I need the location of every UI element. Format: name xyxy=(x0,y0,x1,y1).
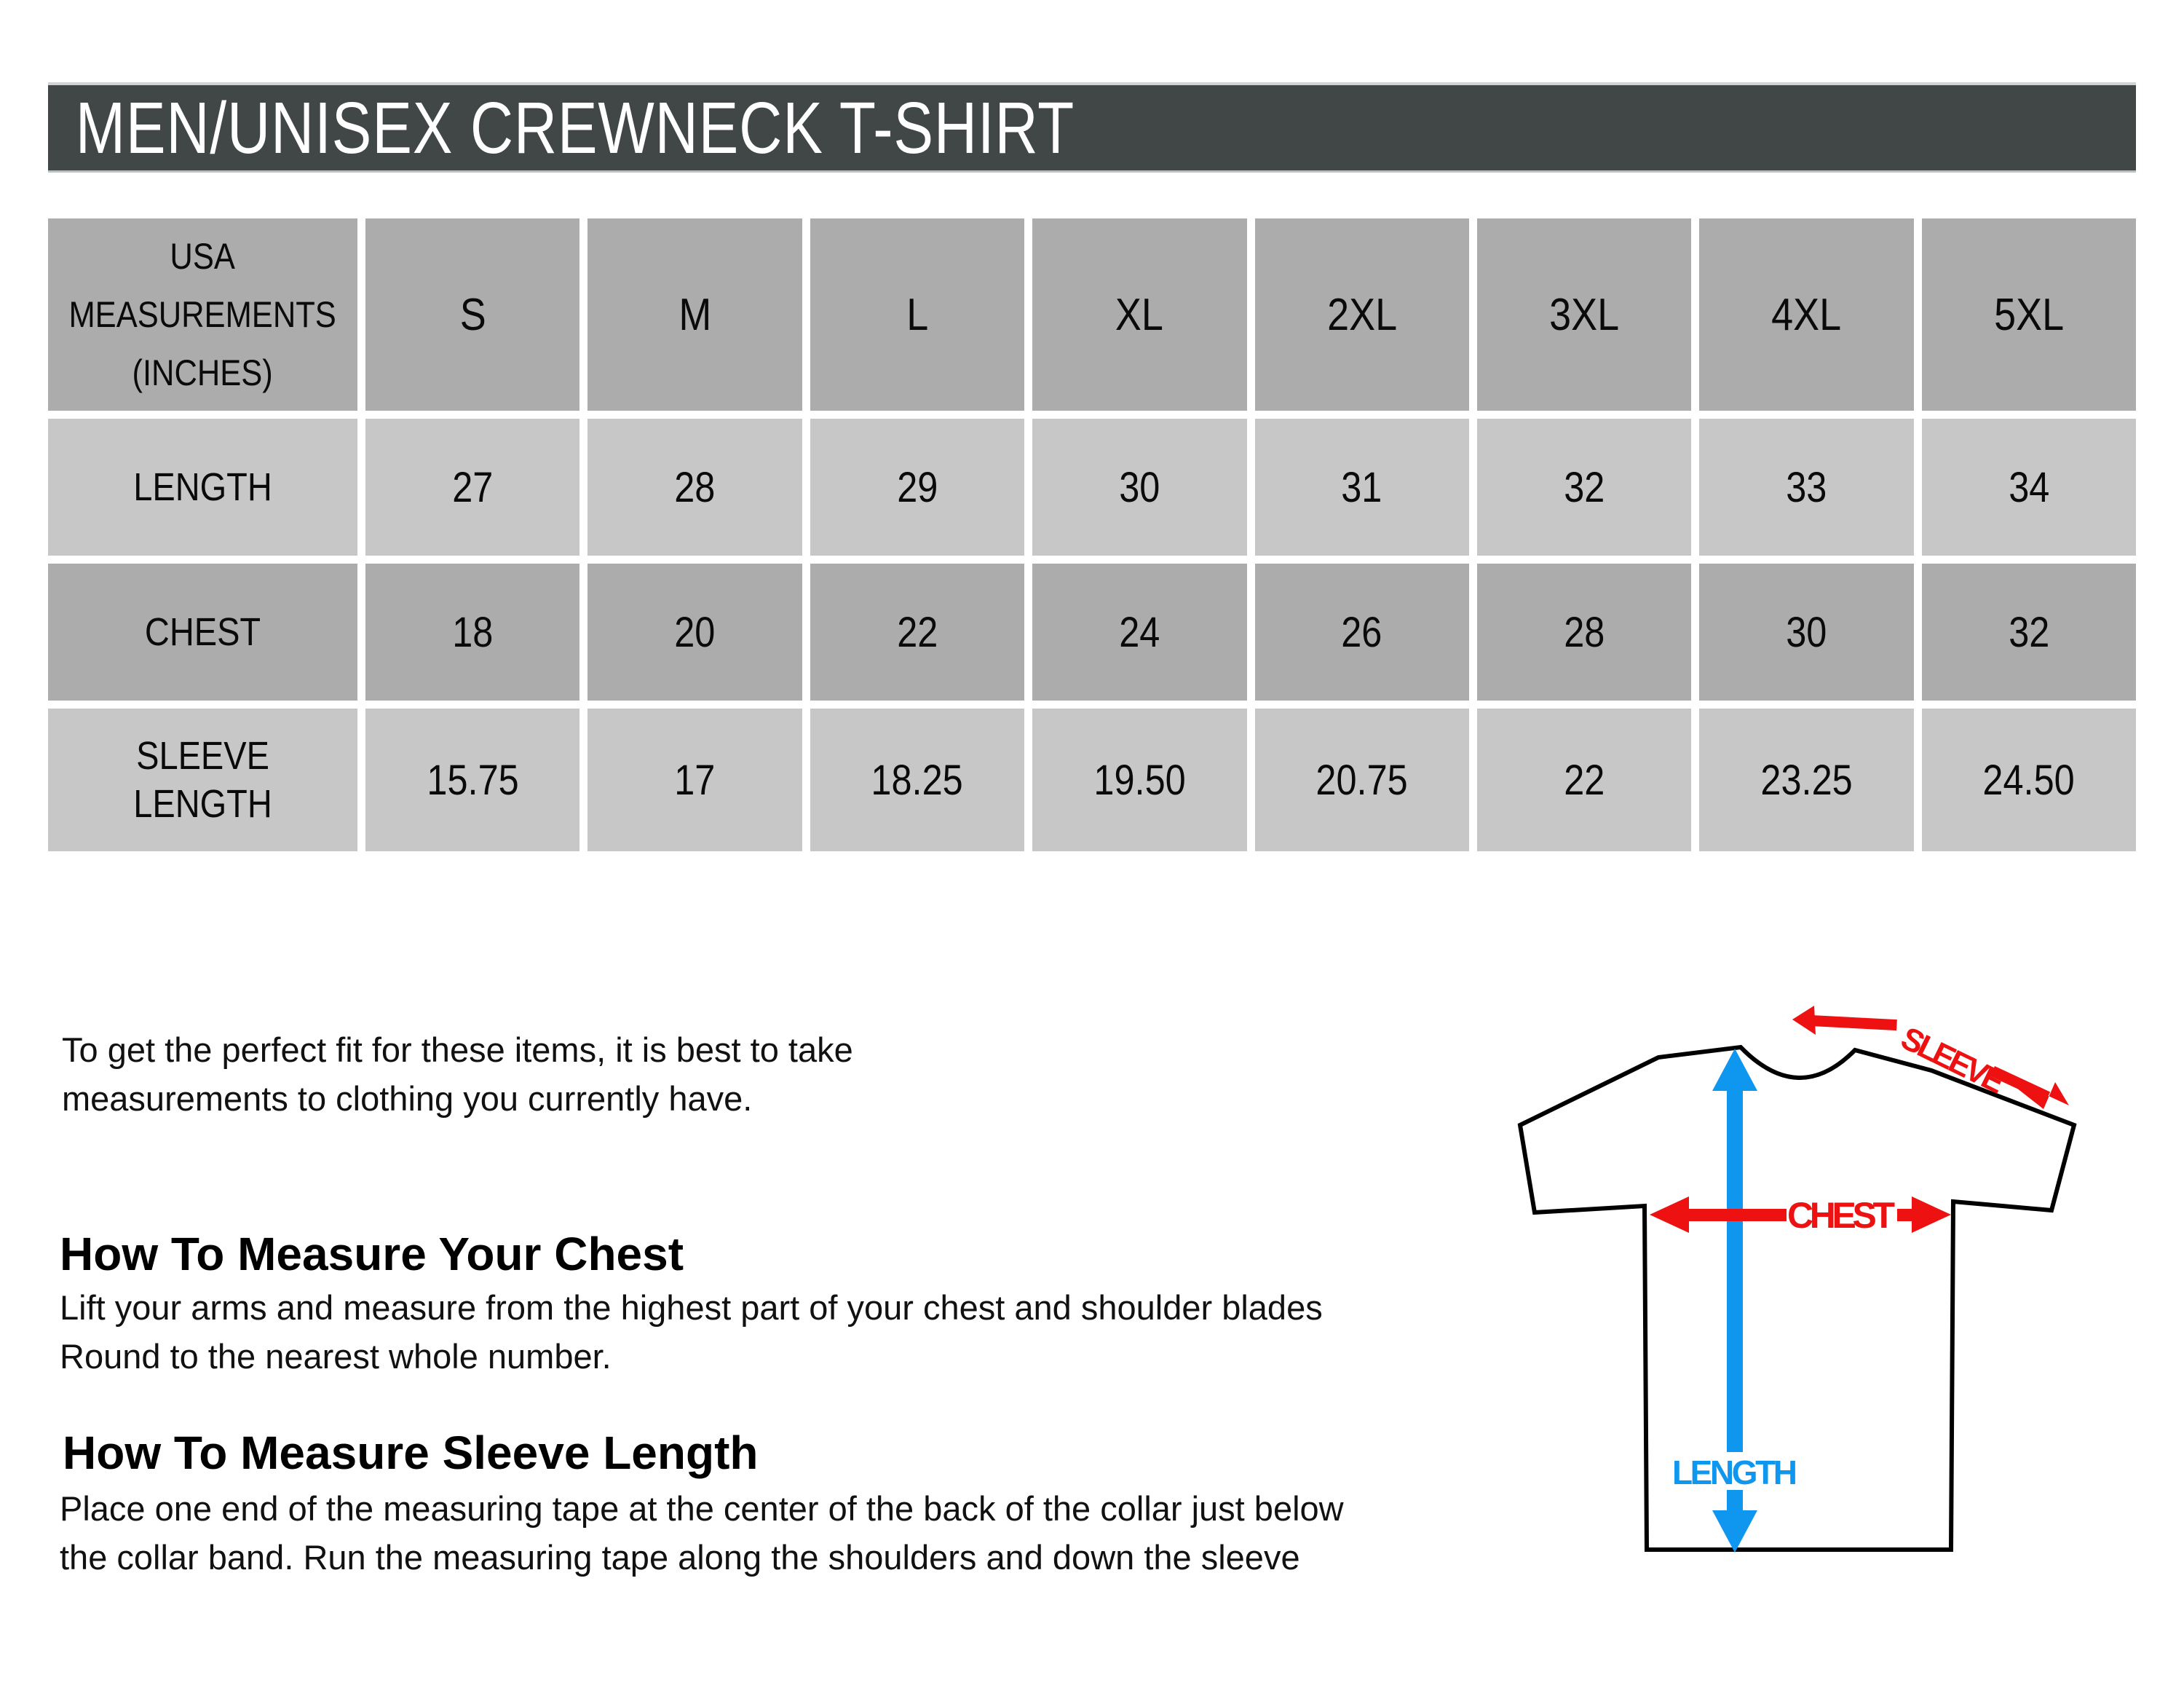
size-value-cell: 29 xyxy=(810,419,1025,556)
row-label: SLEEVE LENGTH xyxy=(48,709,357,851)
size-value-cell: 24 xyxy=(1032,564,1247,701)
size-column-header: S xyxy=(365,218,580,411)
chest-section-heading: How To Measure Your Chest xyxy=(60,1228,684,1280)
size-column-header: 2XL xyxy=(1254,218,1469,411)
size-value-cell: 18 xyxy=(365,564,580,701)
size-value-cell: 31 xyxy=(1254,419,1469,556)
size-value-cell: 18.25 xyxy=(810,709,1025,851)
size-value-cell: 17 xyxy=(587,709,802,851)
size-value-cell: 32 xyxy=(1921,564,2136,701)
size-value-cell: 30 xyxy=(1032,419,1247,556)
size-value-cell: 22 xyxy=(810,564,1025,701)
size-chart-table: USA MEASUREMENTS (INCHES) S M L XL 2XL 3XL 4XL 5… xyxy=(48,218,2136,851)
chest-arrow xyxy=(1650,1196,1951,1233)
size-value-cell: 28 xyxy=(587,419,802,556)
size-value-cell: 33 xyxy=(1699,419,1914,556)
size-value-cell: 32 xyxy=(1476,419,1692,556)
size-column-header: M xyxy=(587,218,802,411)
size-column-header: 4XL xyxy=(1699,218,1914,411)
size-value-cell: 24.50 xyxy=(1921,709,2136,851)
chest-label: CHEST xyxy=(1787,1195,1895,1236)
size-column-header: XL xyxy=(1032,218,1247,411)
size-value-cell: 27 xyxy=(365,419,580,556)
row-label: CHEST xyxy=(48,564,357,701)
length-arrow xyxy=(1712,1049,1757,1553)
size-value-cell: 26 xyxy=(1254,564,1469,701)
size-value-cell: 30 xyxy=(1699,564,1914,701)
size-column-header: 5XL xyxy=(1921,218,2136,411)
size-value-cell: 23.25 xyxy=(1699,709,1914,851)
sleeve-arrow xyxy=(1792,1006,2069,1109)
sleeve-section-heading: How To Measure Sleeve Length xyxy=(63,1427,759,1479)
intro-text: To get the perfect fit for these items, … xyxy=(62,1030,853,1118)
size-column-header: 3XL xyxy=(1476,218,1692,411)
length-label: LENGTH xyxy=(1672,1454,1797,1491)
title-bar: MEN/UNISEX CREWNECK T-SHIRT xyxy=(48,82,2136,173)
sleeve-section-body: Place one end of the measuring tape at t… xyxy=(60,1489,1344,1577)
size-value-cell: 19.50 xyxy=(1032,709,1247,851)
size-value-cell: 20.75 xyxy=(1254,709,1469,851)
size-column-header: L xyxy=(810,218,1025,411)
size-value-cell: 28 xyxy=(1476,564,1692,701)
table-corner-header: USA MEASUREMENTS (INCHES) xyxy=(48,218,357,411)
size-value-cell: 20 xyxy=(587,564,802,701)
tshirt-outline-shape xyxy=(1517,1044,2077,1552)
tshirt-measure-diagram: LENGTH CHEST SLEEVE xyxy=(1517,1006,2077,1553)
size-value-cell: 34 xyxy=(1921,419,2136,556)
row-label: LENGTH xyxy=(48,419,357,556)
size-value-cell: 22 xyxy=(1476,709,1692,851)
chest-section-body: Lift your arms and measure from the high… xyxy=(60,1288,1323,1376)
page-title: MEN/UNISEX CREWNECK T-SHIRT xyxy=(75,87,1075,169)
size-value-cell: 15.75 xyxy=(365,709,580,851)
